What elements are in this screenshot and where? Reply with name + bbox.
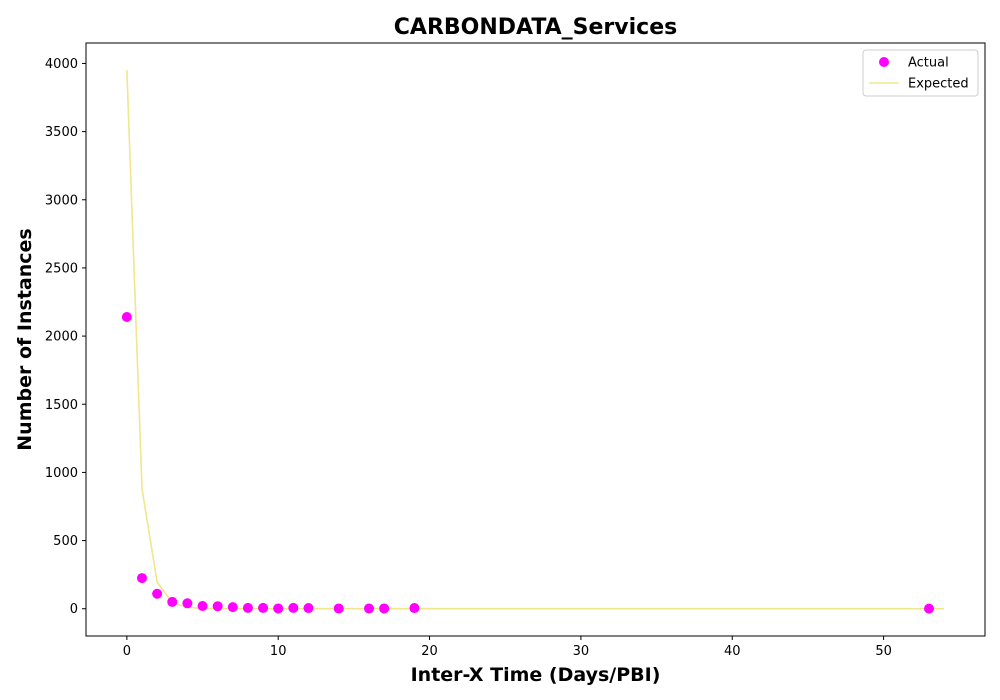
- actual-data-point: [303, 603, 314, 614]
- x-tick-label: 30: [573, 644, 590, 659]
- actual-data-point: [152, 588, 163, 599]
- legend-marker-actual: [879, 57, 889, 67]
- y-axis: 0 500 1000 1500 2000 2500 3000 3500 4000: [45, 57, 86, 617]
- x-axis: 0 10 20 30 40 50: [123, 636, 892, 659]
- y-axis-label: Number of Instances: [14, 228, 36, 450]
- actual-data-point: [121, 312, 132, 323]
- expected-series-line: [126, 70, 945, 610]
- x-tick-label: 20: [421, 644, 438, 659]
- y-tick-label: 1500: [45, 398, 78, 413]
- plot-area: [121, 70, 945, 614]
- actual-data-point: [182, 598, 193, 609]
- actual-data-point: [258, 602, 269, 613]
- actual-data-point: [924, 603, 935, 614]
- y-tick-label: 0: [70, 602, 78, 617]
- x-tick-label: 10: [270, 644, 287, 659]
- actual-data-point: [409, 603, 420, 614]
- y-tick-label: 2500: [45, 261, 78, 276]
- y-tick-label: 500: [53, 534, 78, 549]
- axes-frame: [85, 42, 986, 637]
- actual-data-point: [227, 602, 238, 613]
- actual-data-point: [273, 603, 284, 614]
- legend-label-actual: Actual: [908, 56, 949, 71]
- actual-data-point: [212, 601, 223, 612]
- actual-data-point: [364, 603, 375, 614]
- y-tick-label: 2000: [45, 330, 78, 345]
- y-tick-label: 3000: [45, 193, 78, 208]
- x-tick-label: 40: [724, 644, 741, 659]
- legend-box: [862, 49, 979, 97]
- actual-data-point: [333, 603, 344, 614]
- legend-label-expected: Expected: [908, 77, 969, 92]
- y-tick-label: 1000: [45, 466, 78, 481]
- actual-data-point: [379, 603, 390, 614]
- x-axis-label: Inter-X Time (Days/PBI): [411, 664, 661, 686]
- legend: Actual Expected: [862, 49, 979, 97]
- actual-data-point: [197, 601, 208, 612]
- actual-data-point: [242, 602, 253, 613]
- actual-data-point: [136, 573, 147, 584]
- x-tick-label: 0: [123, 644, 131, 659]
- actual-data-point: [288, 602, 299, 613]
- actual-data-point: [167, 596, 178, 607]
- y-tick-label: 4000: [45, 57, 78, 72]
- x-tick-label: 50: [875, 644, 892, 659]
- chart-title: CARBONDATA_Services: [394, 15, 677, 40]
- y-tick-label: 3500: [45, 125, 78, 140]
